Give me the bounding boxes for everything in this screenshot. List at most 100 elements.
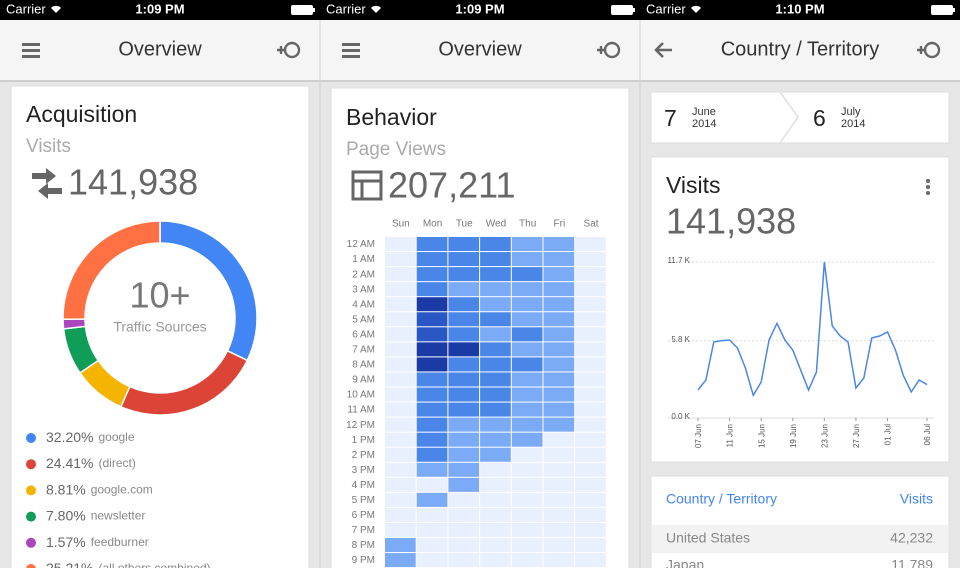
end-day[interactable]: 6 (813, 105, 826, 131)
heat-cell (543, 522, 575, 537)
legend-entry: 24.41% (direct) (46, 455, 136, 471)
heat-cell (511, 553, 543, 568)
legend-dot (26, 511, 36, 522)
heat-cell (575, 492, 606, 507)
column-label: Sat (584, 219, 599, 230)
legend-dot (26, 459, 36, 470)
heat-cell (543, 477, 575, 492)
heat-cell (448, 342, 480, 357)
heat-cell (385, 507, 416, 522)
heat-cell (416, 312, 448, 327)
heat-cell (575, 342, 606, 357)
heat-cell (385, 282, 416, 297)
heat-cell (511, 477, 543, 492)
legend-label: (direct) (98, 456, 135, 470)
heat-cell (448, 327, 480, 342)
battery-tip (313, 8, 315, 12)
donut-segment (62, 220, 161, 321)
carrier: Carrier (6, 1, 46, 16)
row-label: 4 PM (352, 480, 375, 491)
heat-cell (480, 462, 511, 477)
line-series (697, 261, 928, 398)
header-bar (0, 20, 960, 80)
start-year: 2014 (692, 118, 716, 130)
y-tick-label: 11.7 K (667, 256, 690, 265)
column-header[interactable]: Visits (900, 491, 933, 507)
screen-title: Overview (118, 38, 202, 60)
date-range-card[interactable] (650, 91, 950, 144)
heat-cell (480, 553, 511, 568)
heat-cell (575, 417, 606, 432)
heat-cell (575, 372, 606, 387)
heat-cell (385, 387, 416, 402)
heat-cell (575, 297, 606, 312)
overflow-menu-icon[interactable] (926, 179, 930, 195)
account-icon[interactable] (597, 41, 621, 59)
heat-cell (480, 327, 511, 342)
heat-cell (385, 492, 416, 507)
heat-cell (575, 312, 606, 327)
heat-cell (543, 282, 575, 297)
heat-cell (385, 447, 416, 462)
row-label: 5 PM (352, 495, 375, 506)
heat-cell (575, 507, 606, 522)
donut-center-label: Traffic Sources (113, 319, 206, 335)
row-label: 1 PM (352, 435, 375, 446)
table-cell: Japan (666, 557, 704, 568)
visits-card[interactable] (650, 156, 950, 463)
account-icon[interactable] (917, 41, 941, 59)
legend-value: 1.57% (46, 534, 86, 550)
heat-cell (480, 312, 511, 327)
heat-cell (575, 357, 606, 372)
heat-cell (448, 252, 480, 267)
legend-entry: 32.20% google (46, 429, 135, 445)
status-bar (0, 0, 960, 20)
back-icon[interactable] (654, 42, 672, 58)
heat-cell (511, 492, 543, 507)
heat-cell (511, 522, 543, 537)
heat-cell (575, 237, 606, 252)
heat-cell (575, 402, 606, 417)
heat-cell (480, 447, 511, 462)
x-tick-label: 15 Jun (757, 424, 766, 448)
heat-cell (416, 462, 448, 477)
date-separator (779, 91, 799, 144)
heat-cell (416, 297, 448, 312)
heat-cell (448, 553, 480, 568)
menu-icon[interactable] (342, 43, 360, 58)
heat-cell (511, 432, 543, 447)
start-day[interactable]: 7 (664, 105, 677, 131)
heat-cell (448, 477, 480, 492)
heat-cell (448, 267, 480, 282)
acquisition-card[interactable] (10, 85, 310, 568)
heat-cell (416, 432, 448, 447)
heat-cell (480, 237, 511, 252)
row-label: 5 AM (352, 314, 375, 325)
row-label: 12 AM (347, 239, 375, 250)
row-label: 2 AM (352, 269, 375, 280)
wifi-icon (51, 5, 61, 13)
heat-cell (511, 507, 543, 522)
row-label: 2 PM (352, 450, 375, 461)
column-header[interactable]: Country / Territory (666, 491, 777, 507)
metric-total: 141,938 (666, 201, 796, 242)
x-tick-label: 07 Jun (694, 424, 703, 448)
heat-cell (543, 553, 575, 568)
heat-cell (543, 342, 575, 357)
heat-cell (480, 387, 511, 402)
menu-icon[interactable] (22, 43, 40, 58)
account-icon[interactable] (277, 41, 301, 59)
heat-cell (448, 312, 480, 327)
row-label: 9 PM (352, 555, 375, 566)
heat-cell (543, 462, 575, 477)
clock: 1:10 PM (775, 1, 824, 16)
heat-cell (480, 267, 511, 282)
heat-cell (448, 507, 480, 522)
heat-cell (448, 522, 480, 537)
donut-center-value: 10+ (129, 275, 190, 316)
legend-dot (26, 433, 36, 443)
row-label: 4 AM (352, 299, 375, 310)
heat-cell (480, 522, 511, 537)
heat-cell (385, 342, 416, 357)
